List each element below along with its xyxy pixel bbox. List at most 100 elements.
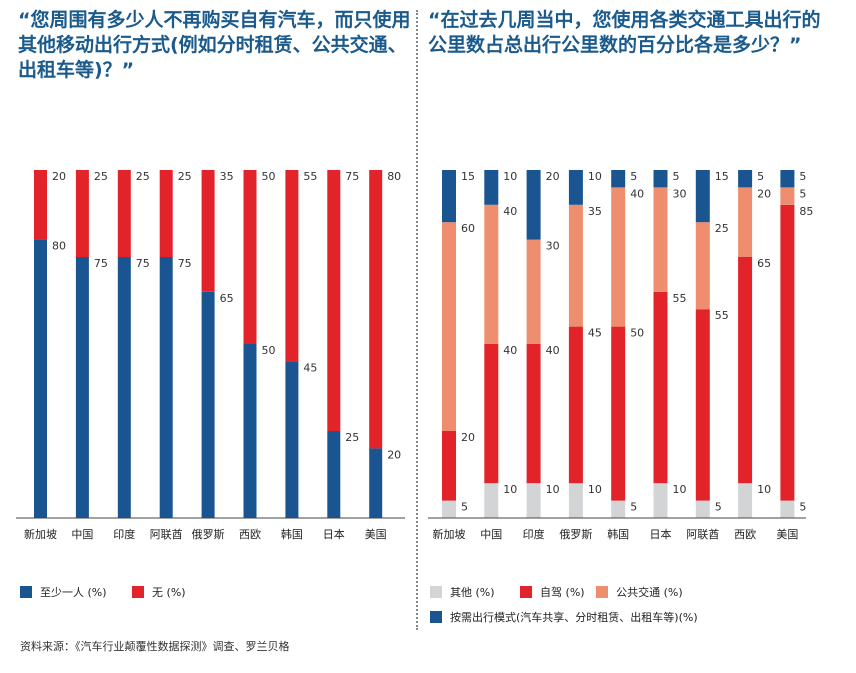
right-legend: 其他 (%) 自驾 (%) 公共交通 (%) 按需出行模式(汽车共享、分时租赁、… — [430, 584, 840, 626]
legend-swatch-red — [520, 586, 533, 598]
category-label: 俄罗斯 — [192, 528, 225, 541]
data-label: 80 — [52, 240, 66, 253]
bar-segment — [442, 222, 456, 431]
bar-segment — [327, 170, 341, 431]
bar-segment — [369, 448, 383, 518]
data-label: 20 — [52, 170, 66, 183]
category-label: 韩国 — [281, 527, 303, 541]
category-label: 韩国 — [607, 527, 629, 541]
category-label: 新加坡 — [433, 527, 466, 541]
data-label: 55 — [715, 309, 729, 322]
bar-segment — [738, 483, 753, 518]
data-label: 40 — [503, 205, 517, 218]
data-label: 45 — [588, 327, 602, 340]
data-label: 55 — [303, 170, 317, 183]
bar-segment — [34, 239, 47, 518]
category-label: 阿联酋 — [150, 527, 183, 541]
category-label: 美国 — [365, 528, 387, 541]
data-label: 35 — [588, 205, 602, 218]
bar-segment — [442, 500, 456, 518]
bar-segment — [243, 344, 257, 518]
data-label: 30 — [673, 187, 687, 200]
legend-swatch-red — [132, 586, 145, 598]
data-label: 75 — [94, 257, 108, 270]
data-label: 40 — [546, 344, 560, 357]
category-label: 阿联酋 — [686, 527, 719, 541]
bar-segment — [285, 170, 299, 362]
data-label: 20 — [387, 448, 401, 461]
legend-item-public-transit: 公共交通 (%) — [596, 584, 683, 600]
panel-divider — [416, 10, 418, 630]
data-label: 65 — [220, 292, 234, 305]
bar-segment — [75, 170, 89, 257]
legend-swatch-salmon — [596, 586, 609, 598]
data-label: 5 — [799, 187, 806, 200]
bar-segment — [442, 431, 456, 501]
bar-segment — [738, 257, 753, 484]
source-note: 资料来源：《汽车行业颠覆性数据探测》调查、罗兰贝格 — [20, 640, 290, 653]
data-label: 85 — [799, 205, 813, 218]
category-label: 日本 — [650, 527, 672, 541]
bar-segment — [484, 170, 499, 205]
data-label: 5 — [630, 501, 637, 514]
bar-segment — [611, 500, 626, 518]
bar-segment — [117, 170, 131, 257]
bar-segment — [780, 500, 795, 518]
bar-segment — [695, 170, 710, 223]
bar-segment — [526, 170, 541, 240]
bar-segment — [695, 222, 710, 310]
data-label: 80 — [387, 170, 401, 183]
bar-segment — [738, 187, 753, 257]
data-label: 30 — [546, 240, 560, 253]
legend-label: 其他 (%) — [450, 586, 495, 599]
category-label: 俄罗斯 — [559, 528, 592, 541]
data-label: 20 — [546, 170, 560, 183]
data-label: 25 — [136, 170, 150, 183]
left-chart-title: “您周围有多少人不再购买自有汽车，而只使用其他移动出行方式(例如分时租赁、公共交… — [18, 9, 411, 81]
data-label: 55 — [673, 292, 687, 305]
bar-segment — [201, 291, 215, 518]
category-label: 西欧 — [734, 528, 756, 541]
bar-segment — [159, 257, 173, 518]
bar-segment — [568, 326, 583, 484]
data-label: 25 — [345, 431, 359, 444]
bar-segment — [780, 187, 795, 205]
bar-segment — [780, 170, 795, 188]
bar-segment — [526, 483, 541, 518]
bar-segment — [442, 170, 456, 223]
legend-swatch-blue — [20, 586, 32, 598]
legend-swatch-blue — [430, 611, 442, 623]
data-label: 20 — [757, 187, 771, 200]
data-label: 5 — [757, 170, 764, 183]
bar-segment — [369, 170, 383, 449]
bar-segment — [568, 483, 583, 518]
data-label: 25 — [94, 170, 108, 183]
category-label: 西欧 — [239, 528, 261, 541]
data-label: 45 — [303, 361, 317, 374]
legend-label: 无 (%) — [152, 586, 186, 599]
data-label: 5 — [461, 501, 468, 514]
legend-swatch-gray — [430, 586, 442, 598]
data-label: 35 — [220, 170, 234, 183]
left-legend: 至少一人 (%) 无 (%) — [20, 584, 208, 601]
legend-label: 至少一人 (%) — [40, 586, 107, 599]
category-label: 日本 — [323, 527, 345, 541]
data-label: 40 — [503, 344, 517, 357]
bar-segment — [484, 483, 499, 518]
data-label: 5 — [630, 170, 637, 183]
data-label: 10 — [673, 483, 687, 496]
bar-segment — [75, 257, 89, 518]
bar-segment — [526, 344, 541, 484]
bar-segment — [738, 170, 753, 188]
bar-segment — [695, 309, 710, 501]
data-label: 5 — [673, 170, 680, 183]
category-label: 中国 — [480, 528, 502, 541]
data-label: 50 — [630, 327, 644, 340]
bar-segment — [695, 500, 710, 518]
legend-label: 按需出行模式(汽车共享、分时租赁、出租车等)(%) — [450, 611, 698, 624]
category-label: 印度 — [113, 527, 135, 541]
bar-segment — [611, 326, 626, 501]
bar-segment — [159, 170, 173, 257]
data-label: 15 — [461, 170, 475, 183]
